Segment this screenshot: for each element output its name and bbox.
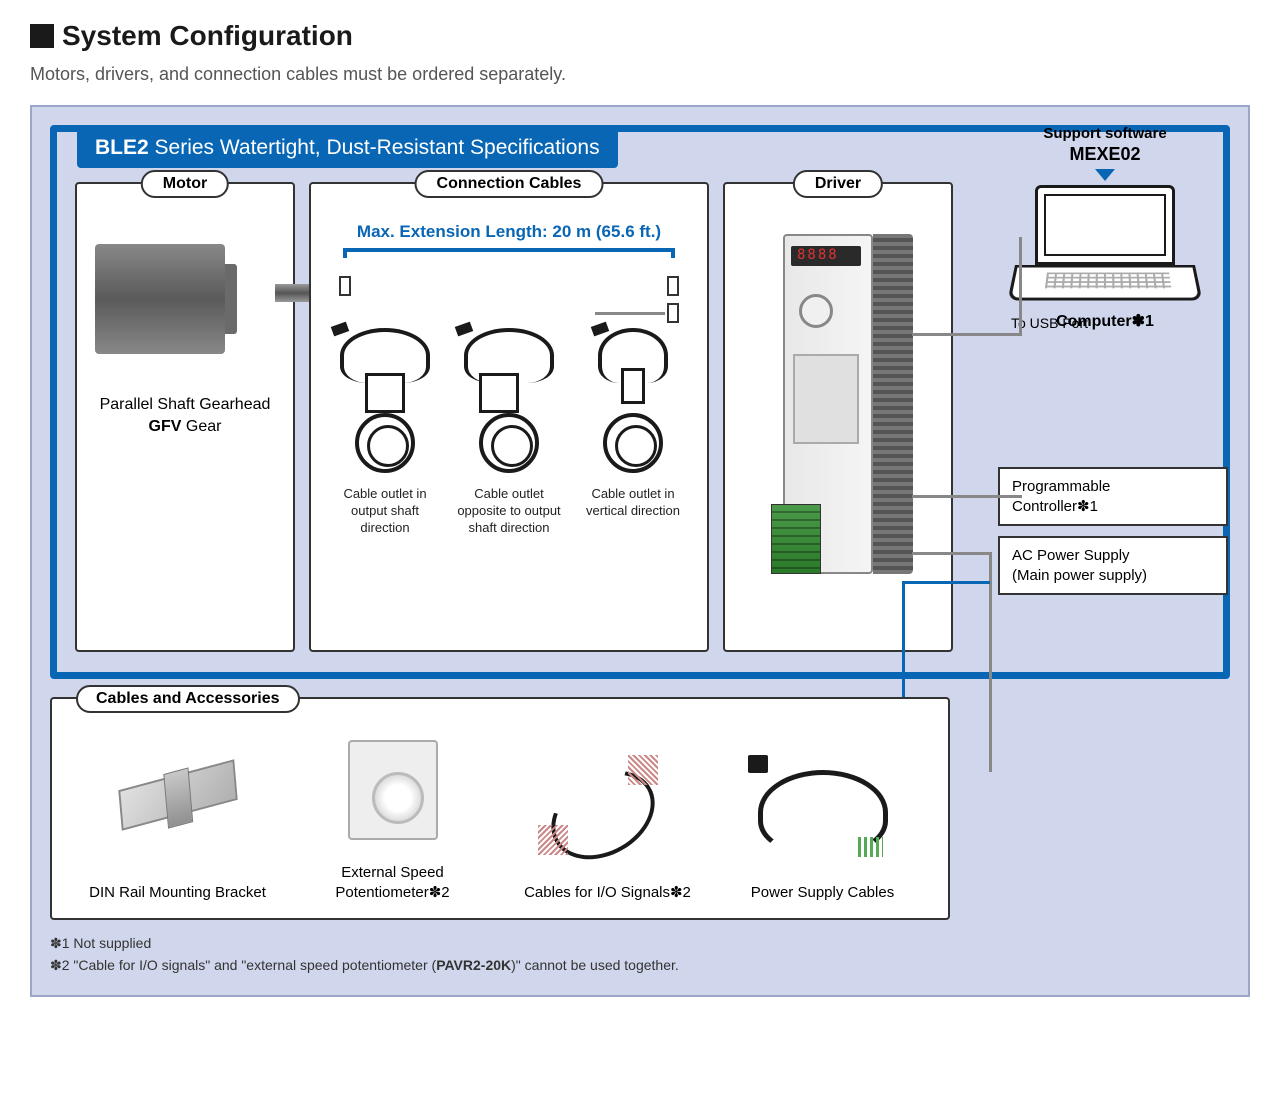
wire-controller-h <box>912 495 1022 498</box>
cable-variant-3: Cable outlet in vertical direction <box>578 328 688 537</box>
cable-drawing-icon <box>330 328 440 478</box>
connection-panel: Connection Cables Max. Extension Length:… <box>309 182 709 652</box>
motor-panel: Motor Parallel Shaft Gearhead GFV Gear <box>75 182 295 652</box>
ble2-series-suffix: Series Watertight, Dust-Resistant Specif… <box>149 136 600 159</box>
external-boxes: Programmable Controller✽1 AC Power Suppl… <box>998 467 1228 605</box>
page-title-row: System Configuration <box>30 20 1250 52</box>
din-rail-icon <box>78 745 278 875</box>
wire-acc-h <box>902 581 990 584</box>
acc-power-cable: Power Supply Cables <box>723 745 923 903</box>
motor-caption: Parallel Shaft Gearhead GFV Gear <box>89 394 281 439</box>
acc-potentiometer: External Speed Potentiometer✽2 <box>293 725 493 902</box>
wire-power-h <box>912 552 992 555</box>
title-bullet-icon <box>30 24 54 48</box>
ble2-series-name: BLE2 <box>95 136 149 159</box>
laptop-icon <box>1015 185 1195 305</box>
accessories-row: DIN Rail Mounting Bracket External Speed… <box>70 725 930 902</box>
wire-power-v <box>989 552 992 772</box>
right-column: Support software MEXE02 Computer✽1 <box>980 125 1230 331</box>
ac-power-box: AC Power Supply (Main power supply) <box>998 536 1228 595</box>
io-cable-icon <box>508 745 708 875</box>
connection-tab: Connection Cables <box>415 170 604 198</box>
arrow-down-icon <box>1095 169 1115 181</box>
footnotes: ✽1 Not supplied ✽2 "Cable for I/O signal… <box>50 932 1230 977</box>
page-subtitle: Motors, drivers, and connection cables m… <box>30 64 1250 85</box>
motor-tab: Motor <box>141 170 229 198</box>
usb-port-label: To USB Port <box>1011 315 1088 331</box>
acc-din-rail: DIN Rail Mounting Bracket <box>78 745 278 903</box>
wire-usb-v <box>1019 237 1022 336</box>
cable-variant-1: Cable outlet in output shaft direction <box>330 328 440 537</box>
driver-tab: Driver <box>793 170 883 198</box>
programmable-controller-box: Programmable Controller✽1 <box>998 467 1228 526</box>
ble2-series-tab: BLE2 Series Watertight, Dust-Resistant S… <box>77 128 618 168</box>
acc-io-cable: Cables for I/O Signals✽2 <box>508 745 708 903</box>
accessories-tab: Cables and Accessories <box>76 685 300 713</box>
extension-length-label: Max. Extension Length: 20 m (65.6 ft.) <box>323 222 695 242</box>
footnote-2: ✽2 "Cable for I/O signals" and "external… <box>50 954 1230 976</box>
potentiometer-icon <box>293 725 493 855</box>
footnote-1: ✽1 Not supplied <box>50 932 1230 954</box>
motor-image <box>95 234 275 364</box>
cable-drawing-icon <box>454 328 564 478</box>
support-software-label: Support software <box>980 125 1230 142</box>
driver-image <box>763 234 913 614</box>
power-cable-icon <box>723 745 923 875</box>
cable-variant-2: Cable outlet opposite to output shaft di… <box>454 328 564 537</box>
accessories-section: Cables and Accessories DIN Rail Mounting… <box>50 697 1230 920</box>
diagram-container: BLE2 Series Watertight, Dust-Resistant S… <box>30 105 1250 997</box>
cable-variants-row: Cable outlet in output shaft direction C… <box>323 328 695 537</box>
wire-usb-h <box>912 333 1022 336</box>
mexe-label: MEXE02 <box>980 144 1230 165</box>
page-title: System Configuration <box>62 20 353 52</box>
accessories-frame: Cables and Accessories DIN Rail Mounting… <box>50 697 950 920</box>
cable-drawing-icon <box>578 328 688 478</box>
extension-bracket-icon <box>343 248 675 318</box>
